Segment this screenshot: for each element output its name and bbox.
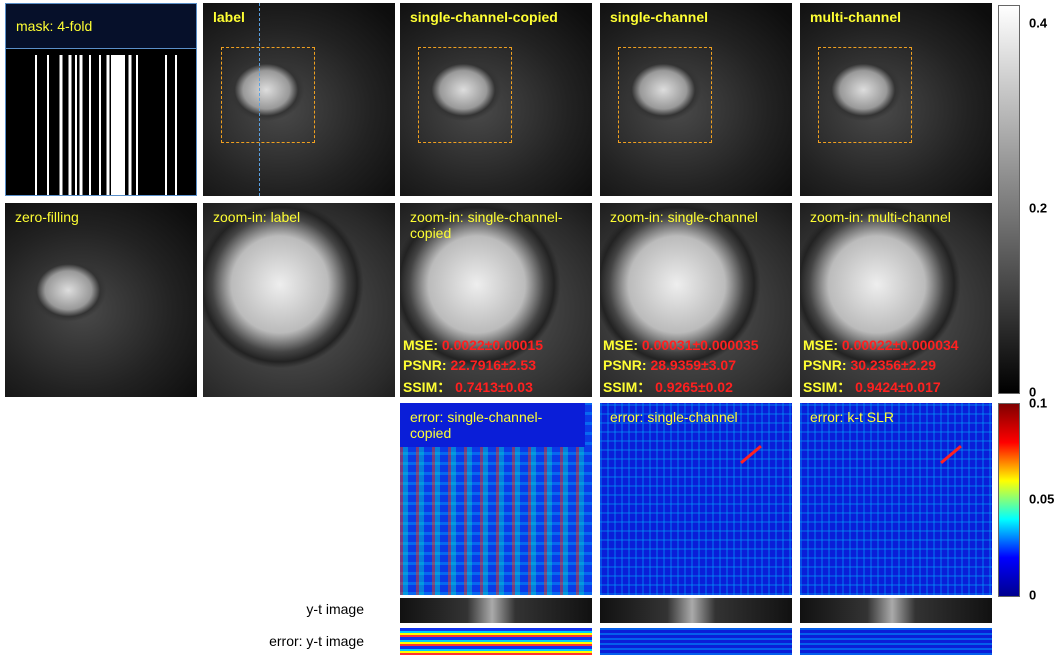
row-label: error: y-t image [269,633,364,649]
colorbar-tick-label: 0.2 [1029,200,1047,215]
metric-label: PSNR: [403,357,447,373]
image-panel: multi-channel [800,3,992,196]
mask-panel: mask: 4-fold [5,3,197,196]
metric: MSE: 0.0022±0.00015 [403,337,543,353]
colorbar-tick-label: 0.4 [1029,16,1047,31]
panel-title: zoom-in: single-channel [610,209,785,225]
metric-label: SSIM： [603,379,651,395]
figure: mask: 4-fold (() => { const data = JSON.… [0,0,1057,660]
panel-title: zoom-in: label [213,209,388,225]
metric-value: 0.9265±0.02 [655,379,733,395]
image-panel: single-channel-copied [400,3,592,196]
panel-title: single-channel [610,9,708,25]
panel-title: multi-channel [810,9,901,25]
metric-value: 0.00022±0.000034 [842,337,959,353]
image-panel: label [203,3,395,196]
dashed-box [221,47,315,143]
image-panel: zoom-in: single-channel MSE: 0.00031±0.00… [600,203,792,397]
image-panel: zoom-in: single-channel-copied MSE: 0.002… [400,203,592,397]
metric: MSE: 0.00022±0.000034 [803,337,959,353]
metric-value: 0.00031±0.000035 [642,337,759,353]
panel-title: error: k-t SLR [810,409,894,425]
error-panel: error: single-channel [600,403,792,595]
metric: MSE: 0.00031±0.000035 [603,337,759,353]
yt-error [800,628,992,655]
panel-title: label [213,9,245,25]
yt-image [400,598,592,623]
metric-label: PSNR: [603,357,647,373]
colorbar [998,5,1020,394]
yt-image [800,598,992,623]
panel-title: zero-filling [15,209,190,225]
metric: PSNR: 28.9359±3.07 [603,357,736,373]
metric: SSIM： 0.9424±0.017 [803,377,941,397]
image-panel: zoom-in: multi-channel MSE: 0.00022±0.000… [800,203,992,397]
metric-label: MSE: [803,337,838,353]
colorbar-tick-label: 0 [1029,588,1036,603]
metric-value: 30.2356±2.29 [850,357,936,373]
yt-error [400,628,592,655]
metric-value: 22.7916±2.53 [450,357,536,373]
arrow [940,445,962,464]
colorbar-tick-label: 0.05 [1029,492,1054,507]
error-panel: error: single-channel-copied [400,403,592,595]
colorbar-tick-label: 0.1 [1029,396,1047,411]
metric-label: PSNR: [803,357,847,373]
metric-value: 0.0022±0.00015 [442,337,543,353]
arrow [740,445,762,464]
yt-error [600,628,792,655]
metric-label: MSE: [603,337,638,353]
metric: PSNR: 22.7916±2.53 [403,357,536,373]
metric-label: MSE: [403,337,438,353]
colorbar [998,403,1020,597]
metric: SSIM： 0.7413±0.03 [403,377,533,397]
row-label: y-t image [306,601,364,617]
panel-title: zoom-in: multi-channel [810,209,985,225]
panel-title: zoom-in: single-channel-copied [410,209,585,241]
metric-value: 0.7413±0.03 [455,379,533,395]
metric: SSIM： 0.9265±0.02 [603,377,733,397]
yt-image [600,598,792,623]
panel-title: error: single-channel [610,409,738,425]
metric: PSNR: 30.2356±2.29 [803,357,936,373]
image-panel: single-channel [600,3,792,196]
mask-lines [6,49,196,196]
image-panel: zero-filling [5,203,197,397]
dashed-box [418,47,512,143]
dashed-box [618,47,712,143]
mask-header: mask: 4-fold [6,4,196,49]
image-panel: zoom-in: label [203,203,395,397]
mask-title: mask: 4-fold [16,18,92,34]
metric-value: 0.9424±0.017 [855,379,941,395]
panel-title: error: single-channel-copied [400,403,585,447]
error-panel: error: k-t SLR [800,403,992,595]
dashed-box [818,47,912,143]
metric-label: SSIM： [403,379,451,395]
metric-label: SSIM： [803,379,851,395]
panel-title: single-channel-copied [410,9,558,25]
profile-line [259,3,260,196]
metric-value: 28.9359±3.07 [650,357,736,373]
